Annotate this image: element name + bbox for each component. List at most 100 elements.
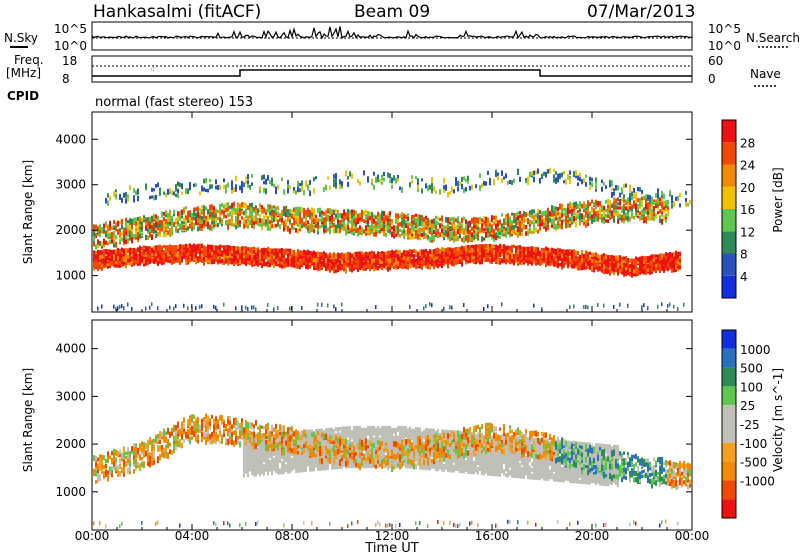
power-cell — [623, 212, 625, 218]
nave-tick-top: 60 — [708, 54, 723, 68]
power-cell — [149, 305, 151, 310]
power-cell — [591, 177, 593, 182]
power-cell — [321, 264, 323, 269]
power-cell — [531, 246, 533, 252]
y-tick-label: 3000 — [55, 178, 86, 192]
power-cell — [665, 254, 667, 260]
power-cell — [529, 213, 531, 218]
power-cell — [229, 218, 231, 225]
power-cell — [207, 217, 209, 223]
velocity-cell — [99, 466, 101, 470]
power-cell — [391, 257, 393, 263]
power-cell — [117, 306, 119, 311]
power-cell — [461, 238, 463, 242]
power-cell — [637, 257, 639, 262]
power-cell — [555, 263, 557, 268]
power-cell — [461, 256, 463, 263]
velocity-cell — [207, 415, 209, 423]
velocity-cell — [189, 427, 191, 434]
power-cell — [457, 221, 459, 226]
power-cell — [559, 175, 561, 180]
power-cell — [301, 306, 303, 311]
velocity-cell — [143, 447, 145, 455]
power-cell — [307, 212, 309, 218]
power-cell — [119, 262, 121, 268]
power-cell — [101, 304, 103, 309]
power-cell — [627, 267, 629, 274]
power-cell — [469, 237, 471, 243]
power-cell — [293, 226, 295, 230]
power-cell — [455, 180, 457, 187]
power-cell — [145, 183, 147, 189]
power-cell — [323, 227, 325, 233]
power-cell — [377, 223, 379, 229]
power-cell — [93, 250, 95, 255]
freq-frame — [91, 55, 693, 83]
power-cell — [395, 225, 397, 229]
power-cell — [341, 302, 343, 307]
velocity-cell — [205, 419, 207, 425]
power-cell — [339, 181, 341, 185]
velocity-cell — [133, 457, 135, 465]
power-cell — [557, 251, 559, 256]
power-cell — [519, 230, 521, 236]
power-cell — [599, 207, 601, 212]
power-cell — [369, 251, 371, 255]
power-cell — [427, 236, 429, 241]
power-cell — [235, 184, 237, 190]
power-cell — [347, 224, 349, 230]
power-ylabel: Slant Range [km] — [21, 160, 35, 264]
power-cell — [375, 215, 377, 219]
power-cell — [673, 258, 675, 264]
power-cell — [285, 212, 287, 218]
power-cell — [95, 244, 97, 250]
power-cell — [127, 260, 129, 265]
power-cell — [171, 190, 173, 196]
velocity-cell — [203, 420, 205, 426]
power-cell — [513, 258, 515, 263]
power-cell — [199, 243, 201, 249]
velocity-cell — [97, 472, 99, 476]
power-cell — [363, 229, 365, 234]
power-cell — [229, 205, 231, 210]
power-cell — [243, 261, 245, 265]
power-cell — [511, 250, 513, 256]
power-cell — [619, 263, 621, 270]
power-cell — [415, 229, 417, 236]
power-cell — [661, 253, 663, 258]
power-cell — [361, 213, 363, 219]
power-cell — [281, 261, 283, 265]
power-cell — [435, 254, 437, 260]
power-cell — [673, 304, 675, 309]
power-cell — [99, 252, 101, 256]
power-cell — [503, 246, 505, 251]
power-cell — [685, 198, 687, 203]
power-cell — [527, 220, 529, 225]
power-cell — [655, 213, 657, 219]
power-cell — [279, 254, 281, 258]
power-cell — [217, 245, 219, 250]
power-cell — [93, 230, 95, 237]
power-cell — [285, 205, 287, 212]
power-cell — [135, 257, 137, 261]
power-cell — [407, 216, 409, 221]
power-cell — [339, 183, 341, 190]
power-cell — [355, 254, 357, 260]
power-cell — [115, 260, 117, 264]
power-cell — [247, 306, 249, 311]
power-cell — [125, 254, 127, 258]
velocity-cell — [107, 453, 109, 461]
power-cell — [525, 250, 527, 255]
velocity-cell — [159, 438, 161, 445]
power-cell — [131, 225, 133, 229]
power-cell — [251, 248, 253, 254]
power-cell — [167, 257, 169, 261]
power-cell — [247, 215, 249, 219]
velocity-cell — [123, 446, 125, 454]
power-cell — [129, 256, 131, 262]
power-cell — [585, 259, 587, 265]
power-cell — [645, 263, 647, 267]
power-cell — [181, 222, 183, 227]
power-cell — [593, 266, 595, 273]
power-cell — [169, 220, 171, 225]
